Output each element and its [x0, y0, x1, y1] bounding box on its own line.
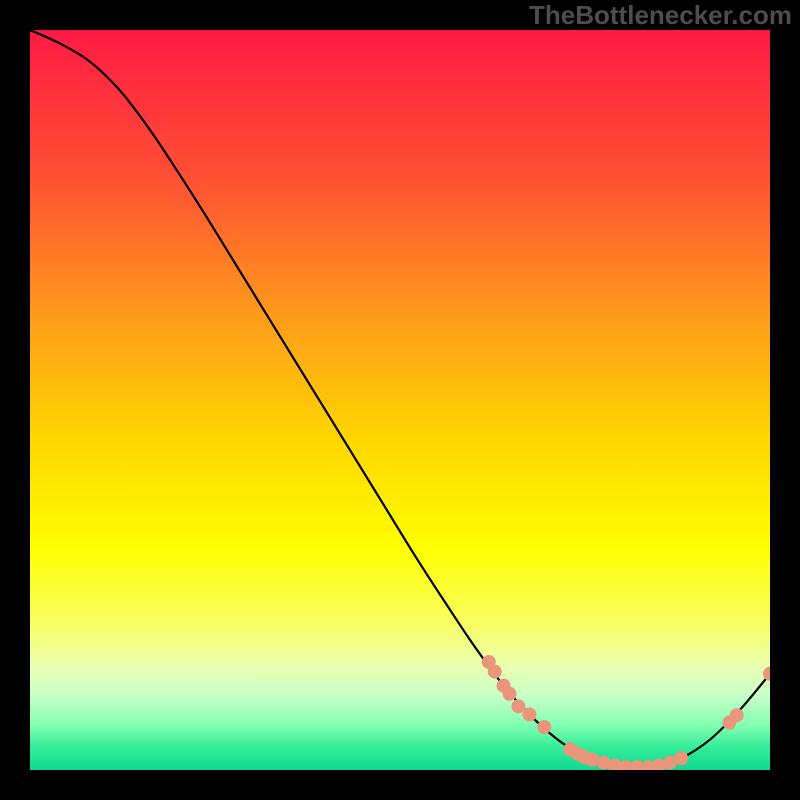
gradient-background: [30, 30, 770, 770]
data-marker: [730, 709, 743, 722]
plot-svg: [30, 30, 770, 770]
data-marker: [488, 665, 501, 678]
data-marker: [523, 708, 536, 721]
data-marker: [675, 752, 688, 765]
plot-area: [30, 30, 770, 770]
data-marker: [512, 700, 525, 713]
data-marker: [538, 721, 551, 734]
watermark-text: TheBottlenecker.com: [529, 0, 792, 31]
data-marker: [503, 687, 516, 700]
